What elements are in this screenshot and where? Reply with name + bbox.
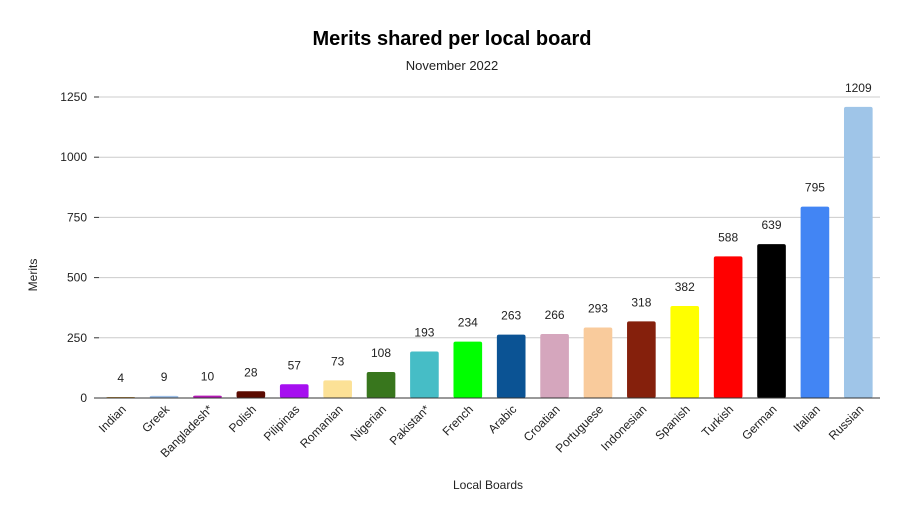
x-tick-label: Polish [226, 402, 259, 435]
chart-subtitle: November 2022 [406, 58, 499, 73]
data-label: 588 [718, 230, 738, 244]
data-label: 639 [762, 218, 782, 232]
bar [236, 391, 266, 398]
x-tick-label: Italian [790, 402, 823, 435]
data-labels: 4 9 10 28 57 73 108 193 234 263 266 293 318 382 588 639… [117, 81, 872, 385]
x-tick-label: French [440, 402, 476, 438]
data-label: 9 [161, 370, 168, 384]
x-tick-label: Pilipinas [261, 402, 303, 444]
x-tick-label: Portuguese [553, 402, 607, 456]
bar [843, 106, 873, 398]
x-tick-label: Greek [139, 402, 173, 436]
x-tick-label: Indonesian [598, 402, 649, 453]
data-label: 108 [371, 346, 391, 360]
data-label: 382 [675, 280, 695, 294]
y-axis-label: Merits [26, 259, 40, 292]
gridlines [99, 96, 880, 339]
data-label: 4 [117, 371, 124, 385]
data-label: 1209 [845, 81, 872, 95]
x-tick-label: Spanish [652, 402, 693, 443]
bar [366, 371, 396, 398]
bar [496, 334, 526, 398]
data-label: 193 [414, 326, 434, 340]
bar [323, 380, 352, 398]
bar [279, 384, 309, 398]
data-label: 263 [501, 309, 521, 323]
data-label: 57 [288, 358, 302, 372]
bar [410, 351, 439, 398]
x-tick-label: Nigerian [348, 402, 390, 444]
data-label: 234 [458, 316, 478, 330]
data-label: 28 [244, 365, 258, 379]
y-tick-label: 0 [80, 391, 87, 405]
bar [149, 395, 179, 398]
bars [106, 106, 873, 398]
y-tick-label: 250 [67, 331, 87, 345]
bar [627, 321, 656, 398]
y-tick-label: 1250 [60, 90, 87, 104]
bar [800, 206, 830, 398]
x-tick-label: Russian [826, 402, 867, 443]
x-tick-label: Pakistan* [387, 402, 433, 448]
y-tick-label: 750 [67, 210, 87, 224]
data-label: 73 [331, 354, 345, 368]
data-label: 266 [545, 308, 565, 322]
x-tick-label: Indian [96, 402, 129, 435]
x-tick-label: German [739, 402, 780, 443]
data-label: 10 [201, 370, 215, 384]
data-label: 293 [588, 301, 608, 315]
data-label: 318 [631, 295, 651, 309]
chart-title: Merits shared per local board [313, 28, 592, 50]
y-axis-ticks: 0 250 500 750 1000 1250 [60, 90, 99, 405]
y-tick-label: 500 [67, 271, 87, 285]
bar [540, 333, 569, 398]
bar [713, 256, 743, 398]
bar [583, 327, 613, 398]
x-tick-label: Romanian [297, 402, 346, 451]
data-label: 795 [805, 181, 825, 195]
x-tick-label: Croatian [521, 402, 563, 444]
x-tick-label: Turkish [699, 402, 736, 439]
bar [193, 395, 222, 398]
bar [757, 244, 786, 398]
y-tick-label: 1000 [60, 150, 87, 164]
bar [670, 306, 700, 398]
bar [453, 341, 483, 398]
x-axis-label: Local Boards [453, 478, 523, 492]
x-tick-label: Arabic [485, 402, 519, 436]
